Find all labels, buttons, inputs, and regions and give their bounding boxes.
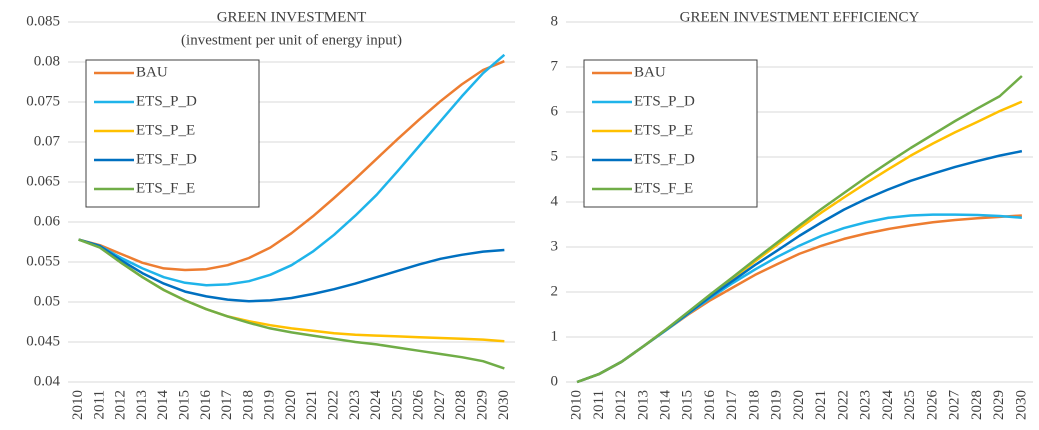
y-tick-label: 2 [551, 283, 559, 299]
legend-label: ETS_P_D [634, 93, 695, 109]
x-tick-label: 2012 [113, 390, 129, 420]
legend-label: ETS_F_E [634, 180, 693, 196]
y-tick-label: 0.06 [34, 213, 61, 229]
x-tick-label: 2010 [569, 390, 585, 420]
x-tick-label: 2022 [326, 390, 342, 420]
series-line [576, 214, 1022, 384]
x-tick-label: 2015 [680, 390, 696, 420]
x-tick-label: 2010 [70, 390, 86, 420]
y-tick-label: 0.05 [34, 293, 60, 309]
x-tick-label: 2021 [813, 390, 829, 420]
x-tick-label: 2027 [432, 390, 448, 421]
legend-label: ETS_F_D [136, 151, 197, 167]
y-tick-label: 3 [551, 238, 559, 254]
legend-label: BAU [136, 64, 168, 80]
legend-box [583, 59, 758, 208]
y-tick-label: 4 [551, 193, 559, 209]
y-tick-label: 0.075 [26, 93, 60, 109]
x-tick-label: 2024 [368, 390, 384, 421]
y-tick-label: 0.04 [34, 373, 61, 389]
x-tick-label: 2026 [924, 390, 940, 421]
y-tick-label: 0.08 [34, 53, 60, 69]
x-tick-label: 2020 [283, 390, 299, 420]
x-tick-label: 2024 [880, 390, 896, 421]
x-tick-label: 2023 [858, 390, 874, 420]
x-tick-label: 2020 [791, 390, 807, 420]
x-tick-label: 2014 [658, 390, 674, 421]
x-tick-label: 2026 [411, 390, 427, 421]
x-tick-label: 2018 [746, 390, 762, 420]
x-tick-label: 2029 [991, 390, 1007, 420]
legend-box [85, 59, 260, 208]
legend-label: ETS_F_D [634, 151, 695, 167]
x-tick-label: 2019 [769, 390, 785, 420]
x-tick-label: 2017 [724, 390, 740, 421]
y-tick-label: 0.065 [26, 173, 60, 189]
series-line [78, 60, 505, 272]
x-tick-label: 2015 [177, 390, 193, 420]
x-tick-label: 2019 [262, 390, 278, 420]
y-tick-label: 8 [551, 13, 559, 29]
x-tick-label: 2023 [347, 390, 363, 420]
legend-label: ETS_P_E [634, 122, 693, 138]
x-tick-label: 2028 [969, 390, 985, 420]
y-tick-label: 5 [551, 148, 559, 164]
y-tick-label: 7 [551, 58, 559, 74]
x-tick-label: 2030 [496, 390, 512, 420]
x-tick-label: 2016 [198, 390, 214, 421]
x-tick-label: 2025 [902, 390, 918, 420]
legend-label: ETS_P_E [136, 122, 195, 138]
x-tick-label: 2017 [219, 390, 235, 421]
x-tick-label: 2029 [475, 390, 491, 420]
y-tick-label: 0.085 [26, 13, 60, 29]
x-tick-label: 2016 [702, 390, 718, 421]
x-tick-label: 2021 [304, 390, 320, 420]
y-tick-label: 0 [551, 373, 559, 389]
legend-label: ETS_P_D [136, 93, 197, 109]
legend-label: ETS_F_E [136, 180, 195, 196]
x-tick-label: 2030 [1013, 390, 1029, 420]
series-line [78, 238, 505, 370]
x-tick-label: 2013 [134, 390, 150, 420]
x-tick-label: 2013 [635, 390, 651, 420]
legend-label: BAU [634, 64, 666, 80]
x-tick-label: 2018 [240, 390, 256, 420]
y-tick-label: 0.055 [26, 253, 60, 269]
y-tick-label: 0.07 [34, 133, 61, 149]
series-line [576, 75, 1023, 384]
chart-title: GREEN INVESTMENT [217, 9, 367, 25]
series-line [78, 53, 506, 287]
x-tick-label: 2014 [155, 390, 171, 421]
y-tick-label: 0.045 [26, 333, 60, 349]
series-line [78, 238, 505, 343]
chart-title: GREEN INVESTMENT EFFICIENCY [680, 9, 920, 25]
y-tick-label: 1 [551, 328, 559, 344]
x-tick-label: 2011 [91, 390, 107, 419]
x-tick-label: 2028 [453, 390, 469, 420]
x-tick-label: 2022 [835, 390, 851, 420]
series-line [576, 213, 1022, 384]
x-tick-label: 2025 [389, 390, 405, 420]
series-line [78, 238, 505, 303]
chart-subtitle: (investment per unit of energy input) [181, 32, 402, 48]
x-tick-label: 2011 [591, 390, 607, 419]
y-tick-label: 6 [551, 103, 559, 119]
x-tick-label: 2027 [947, 390, 963, 421]
x-tick-label: 2012 [613, 390, 629, 420]
